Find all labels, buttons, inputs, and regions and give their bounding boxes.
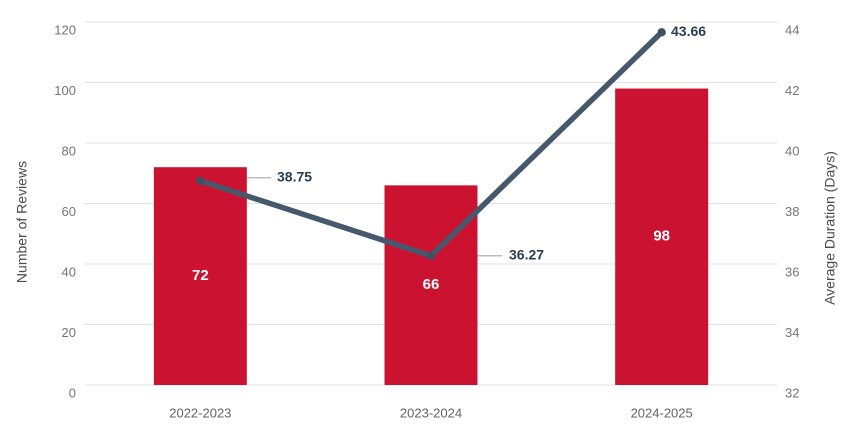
bar-2023-2024[interactable] (384, 185, 478, 385)
right-axis-tick-label: 34 (785, 325, 799, 340)
left-axis-tick-label: 120 (54, 22, 76, 37)
left-axis-tick-label: 0 (69, 385, 76, 400)
bar-value-label: 66 (423, 276, 440, 293)
line-value-label: 36.27 (509, 247, 544, 263)
right-axis-title: Average Duration (Days) (822, 151, 838, 305)
x-axis-label-2022-2023: 2022-2023 (169, 405, 231, 420)
right-axis-tick-label: 42 (785, 83, 799, 98)
left-axis-tick-label: 20 (62, 325, 76, 340)
left-axis-tick-label: 60 (62, 204, 76, 219)
line-point-2022-2023[interactable] (196, 176, 205, 186)
right-axis-tick-label: 40 (785, 143, 799, 158)
x-axis-label-2023-2024: 2023-2024 (400, 405, 462, 420)
bar-2024-2025[interactable] (615, 88, 709, 386)
right-axis-tick-label: 38 (785, 204, 799, 219)
right-axis-tick-label: 44 (785, 22, 799, 37)
bar-value-label: 72 (192, 267, 209, 284)
left-axis-title: Number of Reviews (14, 161, 30, 283)
left-axis-tick-label: 100 (54, 83, 76, 98)
line-point-2024-2025[interactable] (657, 28, 666, 37)
right-axis-tick-label: 36 (785, 264, 799, 279)
bar-2022-2023[interactable] (153, 167, 247, 385)
x-axis-label-2024-2025: 2024-2025 (631, 405, 693, 420)
right-axis-tick-label: 32 (785, 385, 799, 400)
line-point-2023-2024[interactable] (426, 251, 436, 261)
bar-value-label: 98 (653, 228, 670, 245)
left-axis-tick-label: 40 (62, 264, 76, 279)
line-value-label: 43.66 (671, 23, 706, 39)
line-value-label: 38.75 (277, 169, 312, 185)
left-axis-tick-label: 80 (62, 143, 76, 158)
